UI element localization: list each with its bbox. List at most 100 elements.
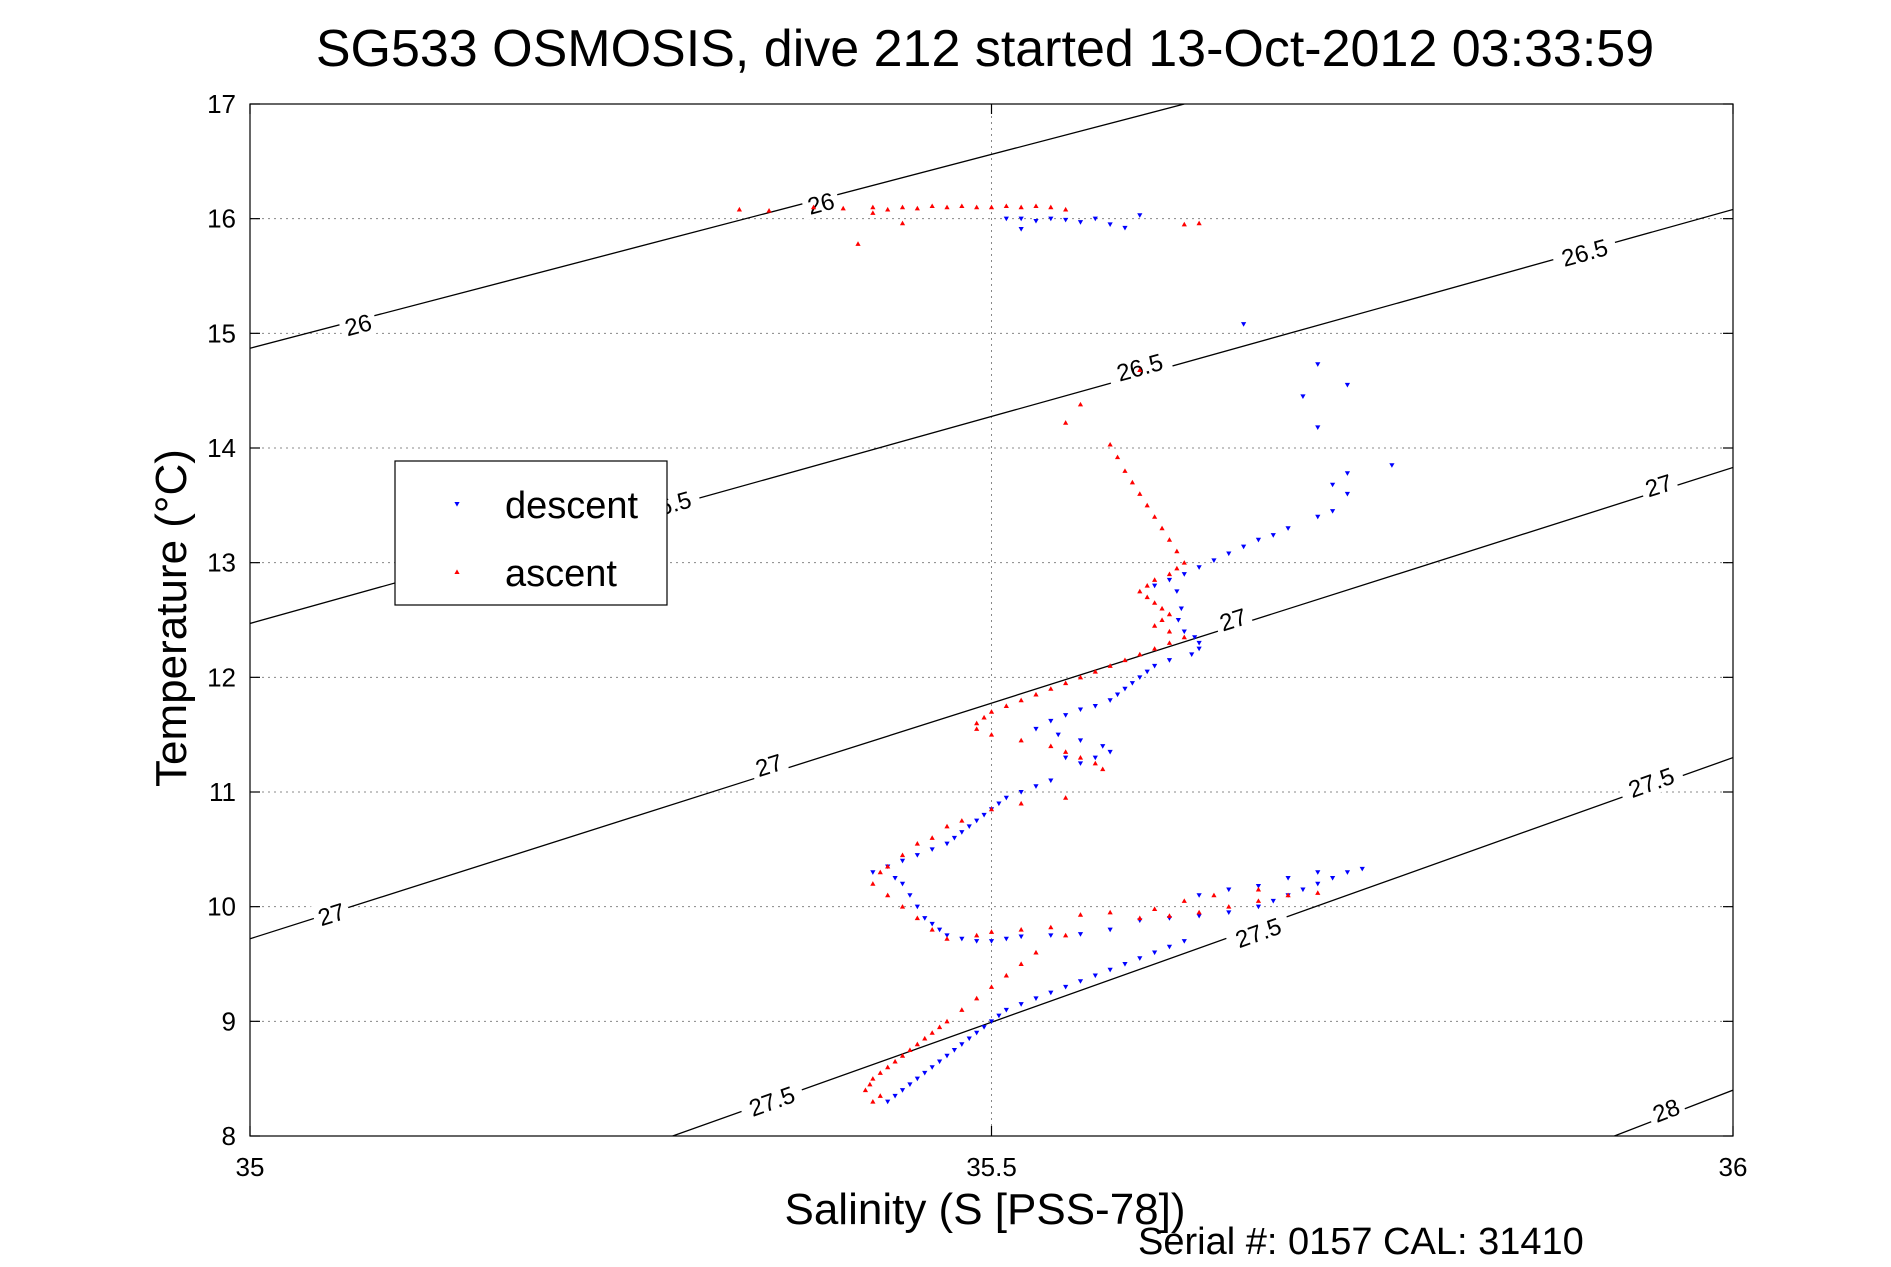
data-point [1255,884,1262,889]
data-point [1181,939,1187,944]
data-point [892,876,898,881]
y-tick-label: 17 [207,89,236,119]
density-contour-label: 27 [1211,601,1255,637]
data-point [929,927,935,932]
data-point [1018,934,1024,940]
svg-text:26.5: 26.5 [1559,234,1611,273]
series-descent [870,213,1395,1105]
data-point [1137,956,1143,961]
data-point [899,1088,906,1093]
data-point [899,220,906,226]
data-point [974,932,980,938]
data-point [1092,704,1098,709]
data-point [1122,962,1128,967]
data-point [1181,629,1187,635]
data-point [1315,890,1321,895]
data-point [914,915,920,921]
data-point [1048,743,1054,749]
y-axis-label: Temperature (°C) [147,449,196,787]
data-point [914,841,920,846]
legend: descent ascent [394,460,668,606]
legend-label-ascent: ascent [505,553,617,595]
series-ascent [736,203,1321,1104]
x-tick-label: 36 [1719,1152,1748,1182]
data-series [736,203,1395,1105]
y-tick-label: 12 [207,662,236,692]
data-point [1003,795,1009,801]
data-point [1018,697,1024,703]
data-point [1048,204,1054,210]
x-axis-label: Salinity (S [PSS-78]) [784,1185,1185,1234]
data-point [907,1082,913,1087]
data-point [1018,927,1024,932]
data-point [981,812,987,818]
density-contour-label: 27.5 [1223,909,1293,956]
data-point [1063,932,1069,938]
data-point [1092,669,1098,674]
data-point [988,806,995,812]
data-point [1114,454,1121,460]
data-point [885,1099,891,1105]
data-point [1077,707,1084,713]
data-point [1255,537,1262,543]
grid-lines [249,103,1734,1137]
data-point [1137,213,1143,218]
data-point [1077,755,1084,760]
y-tick-label: 13 [207,548,236,578]
data-point [907,1047,913,1052]
data-point [1196,646,1202,652]
data-point [1181,898,1187,903]
data-point [1100,766,1106,772]
data-point [1063,755,1069,761]
data-point [1255,886,1262,892]
data-point [1181,560,1187,565]
data-point [1077,761,1084,766]
data-point [914,205,920,211]
data-point [1144,583,1150,588]
data-point [1196,913,1202,919]
svg-text:26: 26 [805,188,838,221]
data-point [1315,881,1321,887]
data-point [1077,674,1084,680]
data-point [1270,898,1276,904]
density-contour-label: 26.5 [1550,230,1619,274]
data-point [1114,692,1121,698]
data-point [1315,870,1321,875]
data-point [1107,927,1113,933]
data-point [1152,950,1158,956]
data-point [1329,509,1336,514]
data-point [1152,906,1158,911]
density-contour-label: 27.5 [737,1077,807,1124]
data-point [1181,634,1187,640]
data-point [1159,617,1165,622]
data-point [944,1018,950,1024]
data-point [1063,713,1069,718]
data-point [1107,749,1113,755]
data-point [1107,698,1113,703]
data-point [922,1070,928,1076]
density-contour-label: 27 [310,895,353,932]
data-point [1107,441,1113,447]
data-point [1003,1007,1009,1013]
data-point [1285,526,1291,531]
data-point [1329,876,1336,881]
data-point [929,921,935,927]
y-tick-label: 10 [207,892,236,922]
data-point [981,714,987,720]
data-point [1033,996,1039,1001]
data-point [855,241,861,246]
data-point [1344,491,1351,497]
data-point [1315,362,1321,367]
data-point [988,984,995,989]
data-point [840,205,846,211]
data-point [1152,623,1158,628]
data-point [974,204,980,210]
data-point [766,208,772,213]
data-point [929,847,935,852]
data-point [981,1025,987,1030]
data-point [1122,686,1128,692]
data-point [988,929,995,934]
data-point [1166,571,1173,577]
data-point [1107,909,1113,915]
data-point [922,1035,928,1041]
